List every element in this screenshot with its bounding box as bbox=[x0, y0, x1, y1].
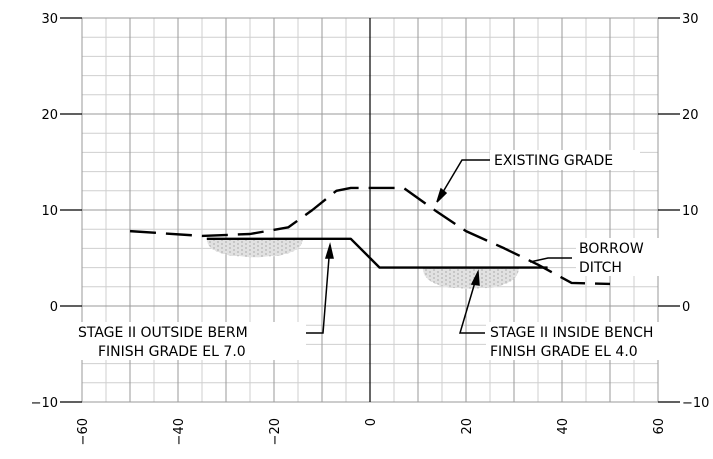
borrow-hatch-area bbox=[422, 267, 519, 289]
leader-lines bbox=[302, 159, 572, 334]
inside-bench-label-line1: STAGE II INSIDE BENCH bbox=[490, 325, 653, 341]
inside-bench-arrowhead bbox=[470, 269, 480, 286]
x-tick-label: −40 bbox=[172, 418, 187, 445]
y-tick-label-left: 0 bbox=[50, 300, 58, 315]
outside-berm-label-line2: FINISH GRADE EL 7.0 bbox=[98, 344, 246, 360]
x-tick-label: −20 bbox=[268, 418, 283, 445]
y-tick-label-left: −10 bbox=[31, 396, 58, 411]
y-tick-label-right: 10 bbox=[682, 204, 699, 219]
outside-berm-arrowhead bbox=[324, 242, 334, 259]
existing-grade-label: EXISTING GRADE bbox=[494, 153, 613, 169]
x-tick-label: 40 bbox=[556, 418, 571, 435]
y-tick-label-right: 0 bbox=[682, 300, 690, 315]
y-tick-label-left: 30 bbox=[41, 12, 58, 27]
x-tick-label: 0 bbox=[364, 418, 379, 426]
annotation-labels: EXISTING GRADE BORROW DITCH STAGE II OUT… bbox=[74, 150, 708, 360]
y-tick-label-right: 20 bbox=[682, 108, 699, 123]
borrow-ditch-leader bbox=[529, 257, 572, 263]
y-tick-label-left: 20 bbox=[41, 108, 58, 123]
outside-berm-label-line1: STAGE II OUTSIDE BERM bbox=[78, 325, 248, 341]
existing-grade-leader bbox=[436, 159, 490, 203]
existing-grade-arrowhead bbox=[436, 187, 448, 203]
tick-labels: −10 −10 0 0 10 10 20 20 30 30 −60 −40 −20 0 20 40 60 bbox=[31, 12, 710, 445]
x-tick-label: 60 bbox=[652, 418, 667, 435]
borrow-hatch-area bbox=[206, 238, 303, 258]
outside-berm-leader bbox=[302, 244, 331, 334]
axis-frame bbox=[60, 17, 680, 403]
x-tick-label: 20 bbox=[460, 418, 475, 435]
y-tick-label-right: −10 bbox=[682, 396, 709, 411]
y-tick-label-left: 10 bbox=[41, 204, 58, 219]
finish-grade-line bbox=[206, 237, 548, 269]
borrow-ditch-label-line1: BORROW bbox=[579, 241, 644, 257]
hatched-areas bbox=[206, 238, 519, 289]
x-tick-label: −60 bbox=[76, 418, 91, 445]
inside-bench-label-line2: FINISH GRADE EL 4.0 bbox=[490, 344, 638, 360]
borrow-ditch-label-line2: DITCH bbox=[579, 260, 622, 276]
inside-bench-leader bbox=[458, 271, 485, 334]
y-tick-label-right: 30 bbox=[682, 12, 699, 27]
